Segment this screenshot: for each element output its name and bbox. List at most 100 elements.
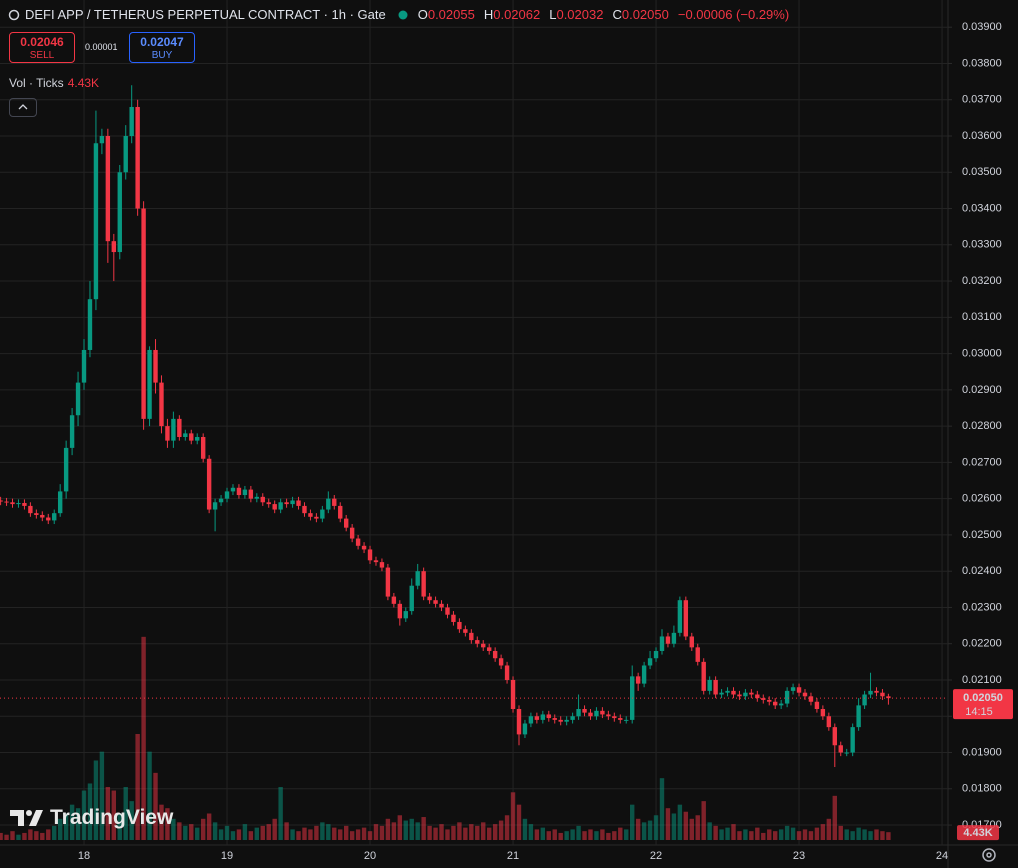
volume-bar xyxy=(683,811,689,840)
candle-body xyxy=(498,658,504,666)
volume-bar xyxy=(802,829,808,840)
candle-body xyxy=(731,690,736,695)
volume-bar xyxy=(707,822,712,840)
candle-body xyxy=(338,505,343,519)
volume-bar xyxy=(570,829,575,840)
candle-body xyxy=(868,690,873,695)
candle-body xyxy=(242,489,248,496)
candle-body xyxy=(486,647,492,651)
volume-bar xyxy=(850,831,855,840)
volume-bar xyxy=(105,787,111,840)
candle-body xyxy=(10,502,15,505)
settings-icon[interactable] xyxy=(982,848,996,862)
y-tick-label: 0.03300 xyxy=(962,239,1002,251)
volume-bar xyxy=(111,790,117,840)
volume-bar xyxy=(290,829,295,840)
candle-body xyxy=(778,703,784,706)
volume-legend: Vol · Ticks 4.43K xyxy=(9,76,99,90)
volume-bar xyxy=(790,827,796,840)
volume-bar xyxy=(296,831,301,840)
buy-label: BUY xyxy=(151,50,173,61)
candle-body xyxy=(272,504,277,510)
sell-button[interactable]: 0.02046 SELL xyxy=(9,32,75,63)
candle-body xyxy=(796,687,802,693)
volume-bar xyxy=(773,831,778,840)
candle-body xyxy=(99,135,105,144)
volume-bar xyxy=(338,829,343,840)
candle-body xyxy=(600,710,605,715)
candle-body xyxy=(761,698,766,700)
ohlc-value: 0.02055 xyxy=(427,7,475,22)
volume-bar xyxy=(421,817,426,840)
candle-body xyxy=(165,426,170,441)
volume-bar xyxy=(856,827,861,840)
y-tick-label: 0.02300 xyxy=(962,601,1002,613)
sell-price: 0.02046 xyxy=(20,35,64,49)
volume-bar xyxy=(22,832,27,840)
volume-bar xyxy=(862,829,867,840)
candle-body xyxy=(93,143,99,300)
collapse-button[interactable] xyxy=(9,98,37,117)
candle-body xyxy=(719,692,724,695)
candle-body xyxy=(606,714,611,717)
volume-bar xyxy=(81,790,87,840)
volume-bar xyxy=(272,818,277,840)
candle-body xyxy=(75,382,81,416)
candle-body xyxy=(147,349,152,419)
ohlc-value: 0.02062 xyxy=(493,7,541,22)
candle-body xyxy=(355,538,361,546)
buy-button[interactable]: 0.02047 BUY xyxy=(129,32,195,63)
candle-body xyxy=(659,636,665,651)
candle-body xyxy=(784,690,790,704)
volume-bar xyxy=(701,801,706,840)
candle-body xyxy=(57,491,63,514)
volume-bar xyxy=(540,827,546,840)
volume-bar xyxy=(838,825,843,840)
candle-body xyxy=(528,716,534,724)
volume-bar xyxy=(606,832,611,840)
candle-body xyxy=(540,714,546,720)
volume-bar xyxy=(653,815,659,840)
volume-bar xyxy=(200,818,206,840)
volume-badge xyxy=(957,825,999,841)
candle-body xyxy=(576,709,581,717)
y-tick-label: 0.02200 xyxy=(962,638,1002,650)
ohlc-value: 0.02050 xyxy=(621,7,669,22)
volume-bar xyxy=(439,824,444,840)
candle-body xyxy=(439,603,444,608)
candle-body xyxy=(755,694,760,699)
volume-bar xyxy=(195,827,200,840)
volume-bar xyxy=(141,636,146,840)
y-tick-label: 0.03900 xyxy=(962,21,1002,33)
volume-bar xyxy=(612,831,617,840)
last-price-label: 0.02050 xyxy=(963,692,1003,704)
candle-body xyxy=(278,502,283,510)
volume-bar xyxy=(737,831,742,840)
candle-body xyxy=(582,709,587,713)
volume-bar xyxy=(177,822,182,840)
volume-bar xyxy=(189,824,194,840)
candle-body xyxy=(385,567,391,597)
candle-body xyxy=(46,517,51,521)
candle-body xyxy=(665,636,671,644)
volume-bar xyxy=(236,829,242,840)
candle-body xyxy=(16,503,21,505)
volume-bar xyxy=(552,829,557,840)
candle-body xyxy=(69,415,75,448)
candle-body xyxy=(22,503,27,506)
y-tick-label: 0.02400 xyxy=(962,565,1002,577)
volume-bar xyxy=(814,827,820,840)
volume-bar xyxy=(832,795,837,840)
indicator-value: 4.43K xyxy=(67,76,100,90)
candle-body xyxy=(343,518,349,528)
volume-bar xyxy=(778,829,784,840)
candle-body xyxy=(427,596,432,601)
spread: 0.00001 xyxy=(85,42,118,52)
volume-bar xyxy=(332,827,337,840)
volume-bar xyxy=(183,825,188,840)
ohlc-key: O xyxy=(417,7,428,22)
volume-bar xyxy=(34,831,39,840)
candle-body xyxy=(832,727,837,746)
volume-bar xyxy=(373,824,379,840)
volume-bar xyxy=(171,818,176,840)
